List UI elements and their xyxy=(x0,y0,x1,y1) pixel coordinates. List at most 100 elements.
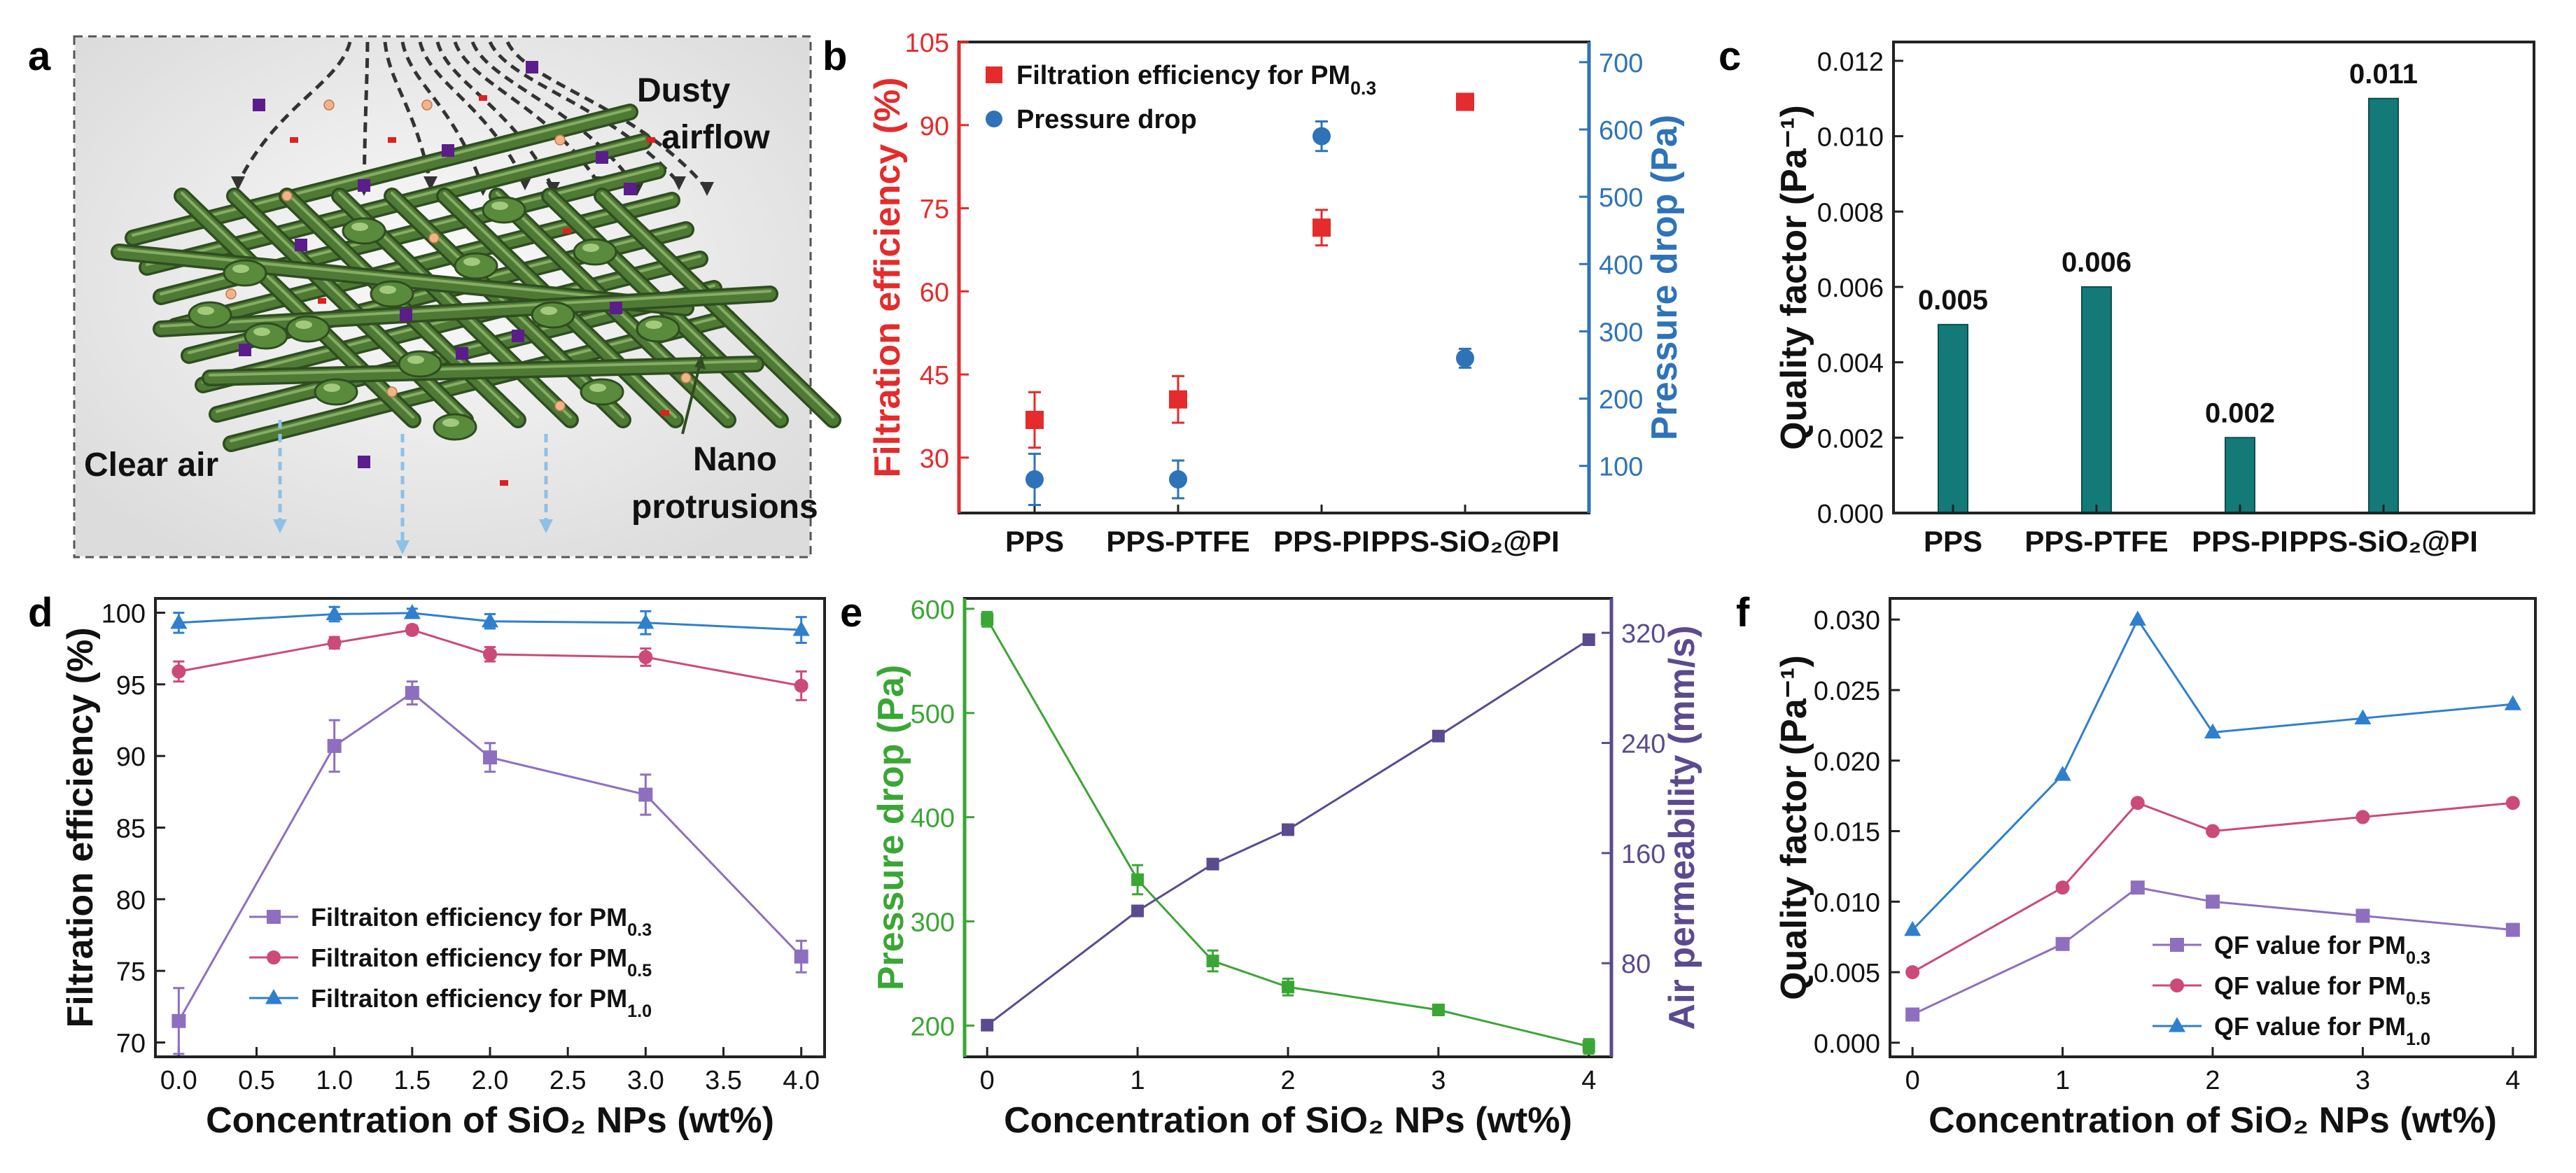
nano-protrusion xyxy=(223,259,267,287)
particle-orange xyxy=(323,99,335,111)
nano-protrusion xyxy=(573,238,617,266)
data-point xyxy=(2129,610,2146,626)
particle-purple xyxy=(239,344,251,356)
data-point xyxy=(794,678,808,693)
bar-value-label: 0.006 xyxy=(2062,247,2132,278)
chart-b: b 30 45 60 75 90 105 100 200 300 400 500 600 700 PPS PP… xyxy=(822,29,1685,558)
nano-protrusion xyxy=(636,315,680,343)
clear-air-label: Clear air xyxy=(84,447,218,484)
dusty-airflow-label: airflow xyxy=(662,119,770,156)
particle-purple xyxy=(253,99,265,111)
nano-protrusion xyxy=(433,413,477,441)
chart-d: d 0.0 0.5 1.0 1.5 2.0 2.5 3.0 3.5 4.0 70 75 80 85 90 95… xyxy=(28,590,826,1141)
y2-tick-label: 500 xyxy=(1599,183,1643,213)
data-point xyxy=(638,787,653,802)
data-point xyxy=(2206,824,2220,838)
legend-subscript: 1.0 xyxy=(2406,1030,2430,1049)
legend-marker xyxy=(265,989,283,1004)
y-tick-label: 0.020 xyxy=(1814,747,1880,777)
data-point xyxy=(2505,922,2520,937)
data-point xyxy=(981,612,994,626)
legend-label: QF value for PM1.0 xyxy=(2214,1012,2430,1049)
data-point xyxy=(2505,796,2520,810)
airflow-arrowhead xyxy=(700,182,714,196)
y-tick-label: 600 xyxy=(911,596,955,625)
bar-value-label: 0.005 xyxy=(1918,285,1988,316)
y-tick-label: 95 xyxy=(116,671,146,701)
airflow-arrowhead xyxy=(231,176,245,190)
data-point xyxy=(403,604,421,619)
airflow-arrowhead xyxy=(424,176,438,190)
clear-air-arrowhead xyxy=(396,540,410,554)
legend-label: QF value for PM0.3 xyxy=(2214,931,2430,968)
nano-protrusions-label: protrusions xyxy=(631,489,818,526)
bar xyxy=(2225,437,2255,514)
particle-purple xyxy=(596,151,608,164)
fiber-highlight xyxy=(209,360,757,377)
particle-red xyxy=(290,137,298,143)
y-tick-label: 0.015 xyxy=(1814,818,1880,848)
fiber xyxy=(169,194,678,332)
data-point xyxy=(1206,857,1219,871)
particle-purple xyxy=(358,456,370,468)
legend-marker xyxy=(986,111,1002,127)
data-point xyxy=(405,623,419,638)
particle-orange xyxy=(421,99,433,111)
particle-orange xyxy=(428,232,440,244)
y2-tick-label: 400 xyxy=(1599,251,1643,280)
particle-red xyxy=(479,95,487,101)
y-tick-label: 0.000 xyxy=(1814,1030,1880,1059)
legend-label: Filtraiton efficiency for PM0.5 xyxy=(311,943,652,981)
particle-orange xyxy=(225,288,237,300)
data-point xyxy=(1456,349,1474,367)
dusty-airflow-label: Dusty xyxy=(637,72,731,109)
airflow-arrow xyxy=(435,41,555,190)
panel-label: c xyxy=(1718,34,1741,79)
x-tick-label: PPS-PI xyxy=(2192,525,2288,558)
y-tick-label: 0.010 xyxy=(1817,123,1884,153)
y-tick-label: 0.006 xyxy=(1817,274,1884,303)
y-tick-label: 0.005 xyxy=(1814,959,1880,988)
protrusion-highlight xyxy=(323,384,340,392)
data-point xyxy=(483,750,497,765)
protrusion-highlight xyxy=(379,286,396,294)
clear-air-arrowhead xyxy=(539,519,553,533)
airflow-arrow xyxy=(418,41,527,185)
y-tick-label: 0.004 xyxy=(1817,349,1884,379)
y2-axis-title: Pressure drop (Pa) xyxy=(1644,115,1685,440)
y-tick-label: 45 xyxy=(920,361,949,391)
x-tick-label: 0 xyxy=(1905,1066,1920,1095)
x-tick-label: 1 xyxy=(1130,1066,1145,1095)
data-point xyxy=(2055,936,2070,951)
x-tick-label: 3.0 xyxy=(627,1066,664,1095)
fiber xyxy=(127,106,636,244)
protrusion-highlight xyxy=(589,384,606,392)
plot-frame xyxy=(1892,41,2535,514)
particle-purple xyxy=(512,330,524,342)
fiber xyxy=(596,190,839,426)
y-tick-label: 80 xyxy=(116,886,146,915)
bar xyxy=(2368,97,2399,514)
y-axis-title: Filtration efficiency (%) xyxy=(60,627,101,1027)
y-axis-title: Filtration efficiency (%) xyxy=(867,77,908,477)
data-point xyxy=(1169,390,1187,409)
data-point xyxy=(1206,955,1219,968)
data-point xyxy=(405,686,419,701)
chart-e: e 0 1 2 3 4 200 300 400 500 600 80 160 240 320 Concentr… xyxy=(840,590,1702,1141)
y2-tick-label: 700 xyxy=(1599,49,1643,78)
legend-marker xyxy=(986,66,1002,83)
data-point xyxy=(638,649,653,664)
fiber xyxy=(228,190,472,426)
legend-marker xyxy=(267,910,281,924)
series-line xyxy=(1912,886,2513,1016)
panel-label: e xyxy=(840,590,862,635)
clear-air-arrowhead xyxy=(273,519,287,533)
legend-marker xyxy=(267,950,281,964)
particle-orange xyxy=(554,400,566,412)
y2-tick-label: 100 xyxy=(1599,453,1643,482)
bar xyxy=(1938,323,1968,514)
nano-protrusion xyxy=(482,196,526,224)
y-tick-label: 0.010 xyxy=(1814,888,1880,918)
legend-subscript: 1.0 xyxy=(627,1002,652,1021)
